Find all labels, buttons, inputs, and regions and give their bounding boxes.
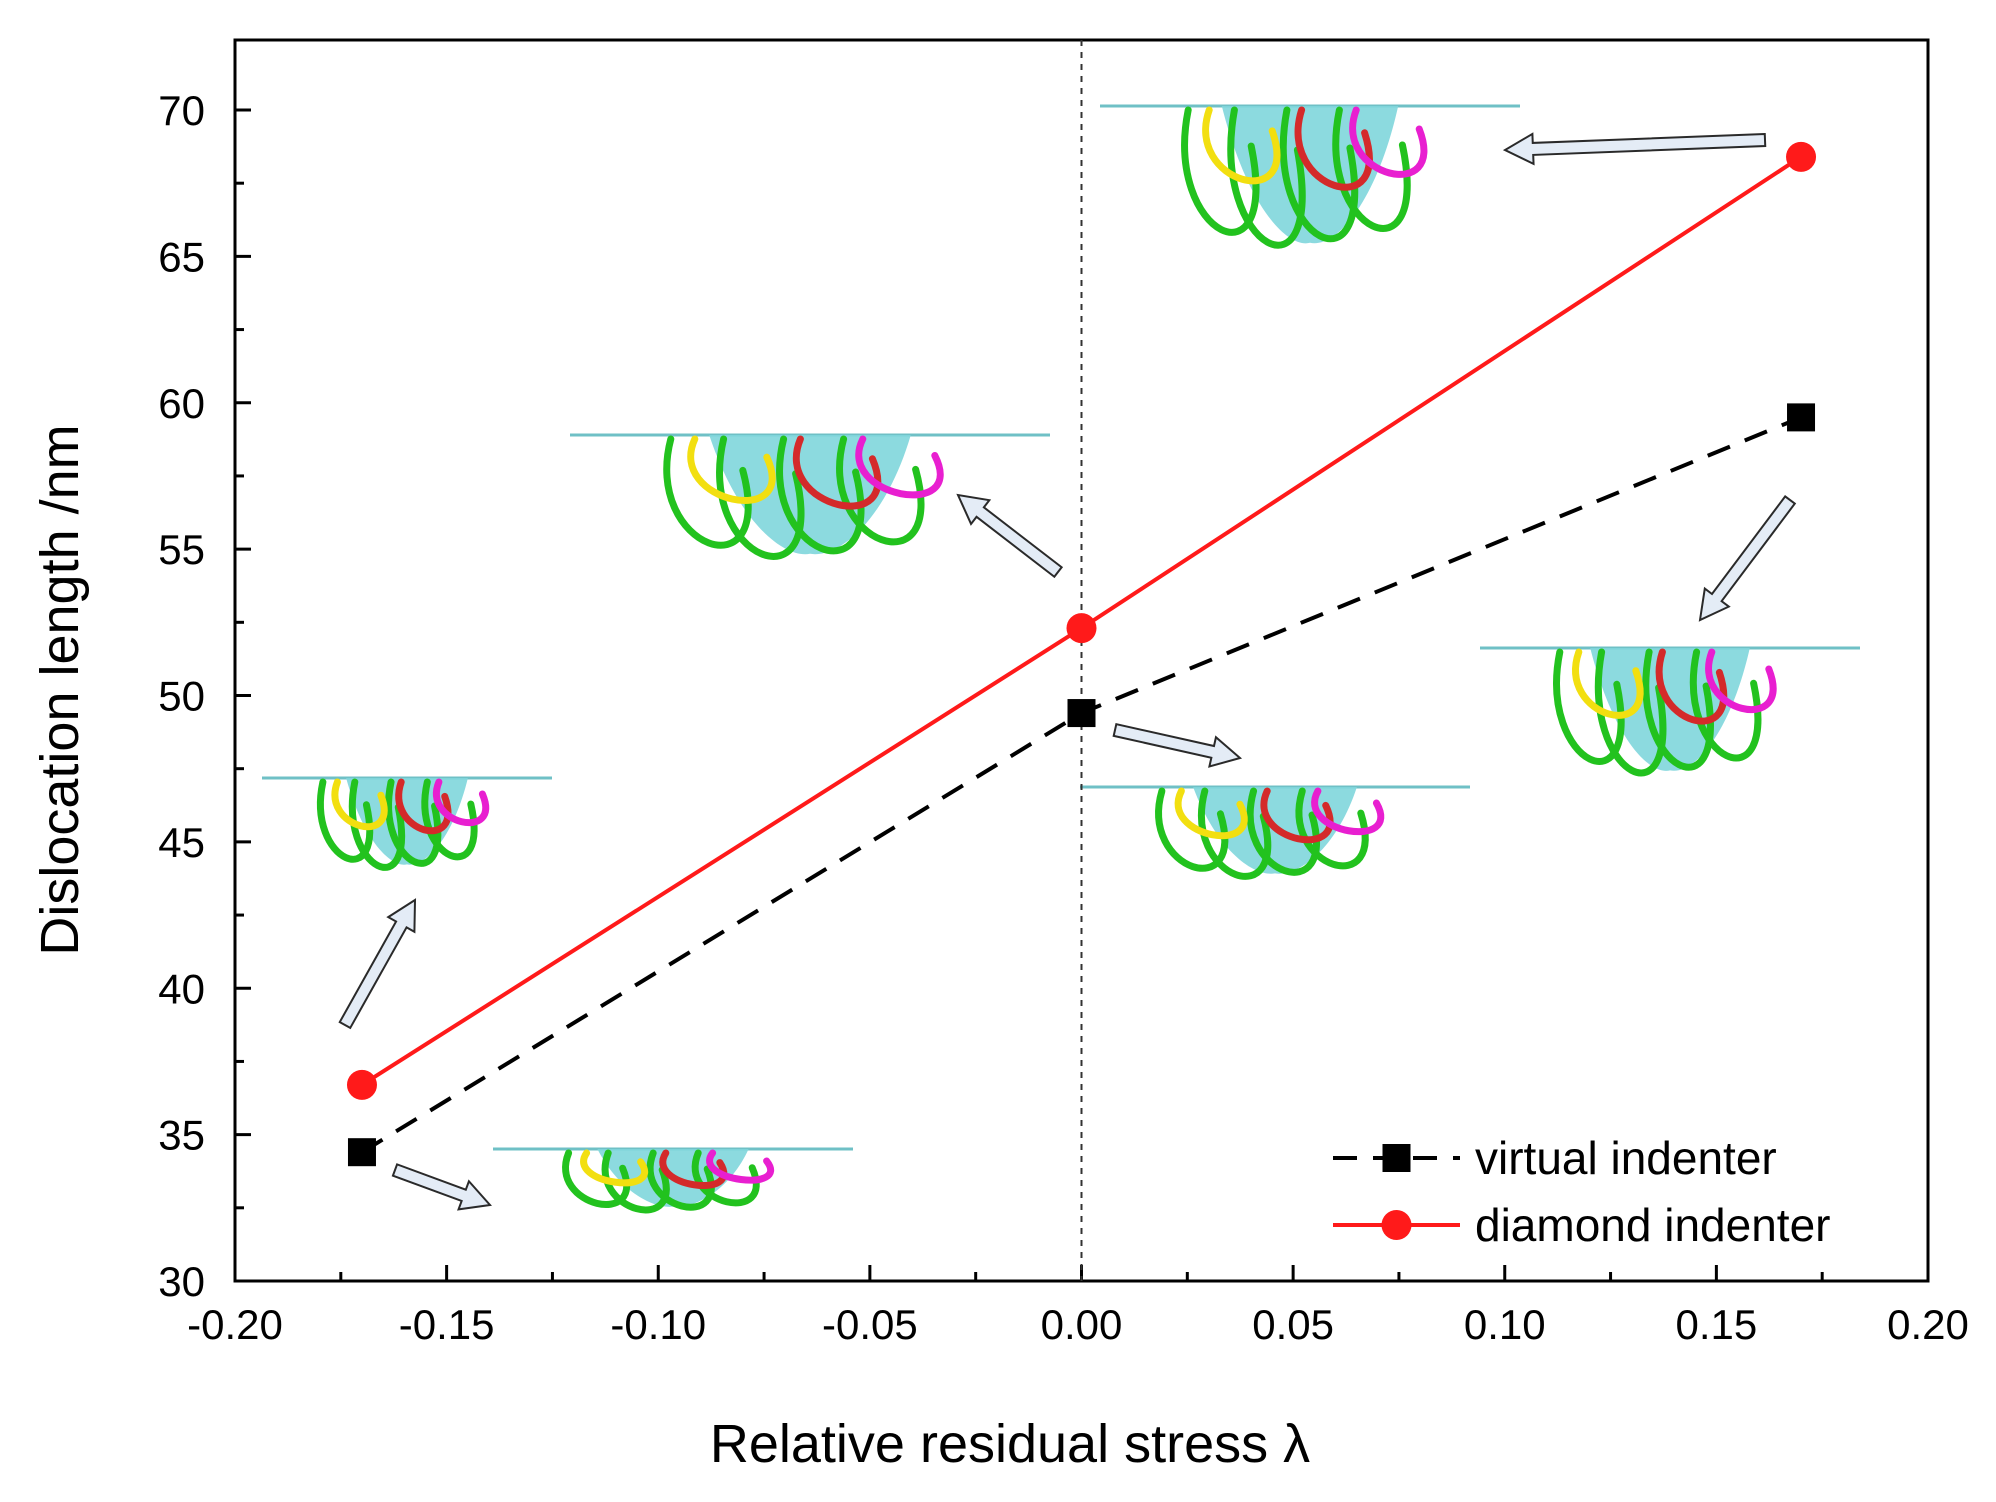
- legend-marker-square: [1382, 1144, 1411, 1172]
- dislocation-loop: [646, 1149, 715, 1211]
- x-tick-label: 0.10: [1464, 1301, 1546, 1348]
- data-point-circle: [1066, 613, 1097, 644]
- x-tick-label: -0.15: [399, 1301, 495, 1348]
- marker-layer: [346, 141, 1817, 1167]
- x-tick-label: -0.20: [187, 1301, 283, 1348]
- axes-layer: -0.20 -0.15 -0.10 -0.05 0.00 0.05 0.10 0.15 0.20…: [158, 38, 1969, 1348]
- dislocation-loop: [1689, 648, 1762, 762]
- dislocation-loop: [687, 435, 776, 504]
- dislocation-loop: [1553, 648, 1625, 765]
- dislocation-loop: [331, 778, 388, 831]
- y-tick-label: 45: [158, 819, 205, 866]
- dislocation-loop: [1279, 106, 1359, 243]
- dislocation-loop: [1174, 787, 1248, 840]
- dislocation-structure-inset: [262, 776, 552, 871]
- callout-arrow: [956, 493, 1064, 579]
- dislocation-loop: [1642, 648, 1714, 771]
- dislocation-structure-inset: [1100, 104, 1520, 249]
- y-tick-label: 55: [158, 526, 205, 573]
- dislocation-loop: [317, 778, 374, 863]
- y-tick-label: 35: [158, 1112, 205, 1159]
- y-tick-label: 30: [158, 1258, 205, 1305]
- dislocation-loop: [1349, 106, 1428, 178]
- dislocation-structure-inset: [493, 1147, 853, 1214]
- dislocation-loop: [562, 1149, 631, 1208]
- dislocation-loop: [1572, 648, 1644, 719]
- callout-arrow: [1698, 494, 1797, 622]
- x-tick-label: -0.05: [822, 1301, 918, 1348]
- dislocation-loop: [836, 435, 925, 546]
- callout-arrow: [391, 1163, 492, 1211]
- data-point-square: [1067, 699, 1096, 728]
- legend-layer: virtual indenter diamond indenter: [1333, 1132, 1830, 1251]
- dislocation-loop: [1295, 787, 1369, 870]
- inset-layer: [262, 104, 1860, 1214]
- dislocation-loop: [855, 435, 944, 499]
- y-axis-title: Dislocation length /nm: [30, 424, 90, 955]
- x-tick-label: -0.10: [610, 1301, 706, 1348]
- legend-label: diamond indenter: [1475, 1199, 1830, 1251]
- dislocation-loop: [601, 1149, 670, 1214]
- dislocation-loop: [716, 435, 805, 560]
- dislocation-loop: [1705, 648, 1777, 714]
- y-tick-label: 40: [158, 965, 205, 1012]
- dislocation-loop: [1155, 787, 1229, 872]
- dislocation-loop: [1198, 787, 1272, 880]
- dislocation-loop: [1181, 106, 1260, 236]
- dislocation-loop: [691, 1149, 760, 1207]
- dislocation-loop: [1246, 787, 1320, 876]
- data-point-square: [1787, 403, 1816, 432]
- y-tick-label: 50: [158, 673, 205, 720]
- dislocation-loop: [663, 435, 752, 549]
- dislocation-loop: [433, 778, 489, 827]
- callout-arrow: [1502, 132, 1767, 166]
- dislocation-loop: [421, 778, 478, 861]
- dislocation-structure-inset: [1080, 785, 1470, 880]
- callout-arrow: [338, 898, 417, 1030]
- data-point-square: [347, 1138, 376, 1167]
- dislocation-loop: [1202, 106, 1281, 185]
- y-tick-label: 70: [158, 87, 205, 134]
- data-point-circle: [346, 1069, 377, 1100]
- dislocation-loop: [348, 778, 406, 871]
- legend-label: virtual indenter: [1475, 1132, 1777, 1184]
- dislocation-structure-inset: [1480, 646, 1860, 777]
- dislocation-loop: [706, 1149, 774, 1184]
- y-tick-label: 60: [158, 380, 205, 427]
- data-point-circle: [1786, 141, 1817, 172]
- dislocation-loop: [385, 778, 442, 867]
- dislocation-loop: [580, 1149, 648, 1187]
- y-tick-label: 65: [158, 233, 205, 280]
- dislocation-loop: [1332, 106, 1411, 232]
- x-tick-label: 0.20: [1887, 1301, 1969, 1348]
- x-tick-label: 0.15: [1676, 1301, 1758, 1348]
- dislocation-loop: [1227, 106, 1306, 249]
- callout-arrow: [1112, 722, 1243, 768]
- dislocation-loop: [1594, 648, 1667, 777]
- x-axis-title: Relative residual stress λ: [710, 1414, 1310, 1474]
- x-tick-label: 0.00: [1041, 1301, 1123, 1348]
- legend-marker-circle: [1381, 1210, 1412, 1240]
- dislocation-loop: [1311, 787, 1385, 836]
- dislocation-loop: [776, 435, 865, 555]
- dislocation-structure-inset: [570, 433, 1050, 560]
- x-tick-label: 0.05: [1252, 1301, 1334, 1348]
